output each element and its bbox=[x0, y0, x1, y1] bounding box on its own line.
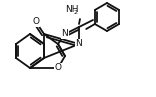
Text: O: O bbox=[32, 17, 39, 26]
Text: N: N bbox=[62, 29, 68, 39]
Text: NH: NH bbox=[65, 6, 78, 14]
Text: N: N bbox=[76, 39, 82, 48]
Text: 2: 2 bbox=[74, 10, 78, 14]
Text: O: O bbox=[54, 64, 61, 72]
